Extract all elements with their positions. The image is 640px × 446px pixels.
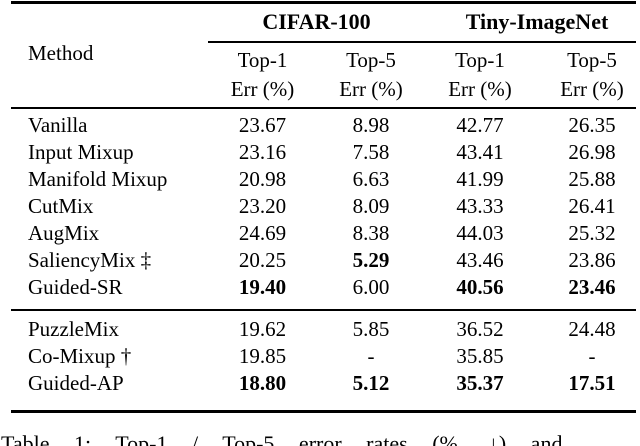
method-cell: SaliencyMix ‡ [28, 248, 152, 272]
table-row: Vanilla 23.67 8.98 42.77 26.35 [10, 112, 636, 139]
group-header-tiny-imagenet: Tiny-ImageNet [465, 9, 609, 34]
value-cell: 24.48 [568, 317, 616, 341]
value-cell: 23.16 [238, 140, 287, 164]
value-cell: 5.85 [352, 317, 390, 341]
subheader-line2: Err (%) [339, 77, 403, 101]
table-row: Co-Mixup † 19.85 - 35.85 - [10, 343, 636, 370]
table-body-block-1: Vanilla 23.67 8.98 42.77 26.35 Input Mix… [0, 112, 640, 301]
table-bottom-rule [11, 409, 636, 413]
subheader-line1: Top-5 [567, 48, 617, 72]
subheader-line1: Top-5 [346, 48, 396, 72]
value-cell: 7.58 [352, 140, 390, 164]
value-cell: 17.51 [568, 371, 616, 395]
value-cell: 18.80 [238, 371, 287, 395]
table-row: Input Mixup 23.16 7.58 43.41 26.98 [10, 139, 636, 166]
subheader-line2: Err (%) [230, 77, 295, 101]
value-cell: 19.40 [238, 275, 287, 299]
table-caption-clipped: Table 1: Top-1 / Top-5 error rates (%, ↓… [1, 431, 563, 446]
metric-header-row: Top-1 Err (%) Top-5 Err (%) Top-1 Err (%… [10, 46, 636, 104]
method-cell: Guided-AP [28, 371, 124, 395]
value-cell: 8.38 [352, 221, 390, 245]
value-cell: 23.67 [238, 113, 287, 137]
method-cell: Input Mixup [28, 140, 134, 164]
value-cell: 25.32 [568, 221, 616, 245]
method-cell: Manifold Mixup [28, 167, 168, 191]
value-cell: 20.25 [238, 248, 287, 272]
value-cell: - [588, 344, 596, 368]
method-cell: CutMix [28, 194, 94, 218]
table-row: Guided-SR 19.40 6.00 40.56 23.46 [10, 274, 636, 301]
subheader-cifar-top5: Top-5 Err (%) [317, 46, 425, 104]
value-cell: 8.09 [352, 194, 390, 218]
group-header-rule [208, 41, 636, 43]
value-cell: 43.33 [456, 194, 504, 218]
value-cell: 5.29 [352, 248, 390, 272]
method-cell: AugMix [28, 221, 100, 245]
value-cell: 8.98 [352, 113, 390, 137]
value-cell: 26.35 [568, 113, 616, 137]
value-cell: 23.86 [568, 248, 616, 272]
value-cell: - [367, 344, 375, 368]
subheader-cifar-top1: Top-1 Err (%) [208, 46, 317, 104]
subheader-spacer [10, 46, 208, 104]
subheader-line1: Top-1 [455, 48, 505, 72]
value-cell: 42.77 [456, 113, 504, 137]
subheader-tiny-top1: Top-1 Err (%) [425, 46, 535, 104]
subheader-line2: Err (%) [560, 77, 624, 101]
value-cell: 23.46 [568, 275, 616, 299]
value-cell: 26.98 [568, 140, 616, 164]
subheader-line1: Top-1 [237, 48, 288, 72]
method-cell: PuzzleMix [28, 317, 119, 341]
subheader-tiny-top5: Top-5 Err (%) [535, 46, 636, 104]
value-cell: 26.41 [568, 194, 616, 218]
value-cell: 24.69 [238, 221, 287, 245]
table-body-block-2: PuzzleMix 19.62 5.85 36.52 24.48 Co-Mixu… [0, 316, 640, 397]
method-column-header: Method [28, 41, 94, 65]
table-row: PuzzleMix 19.62 5.85 36.52 24.48 [10, 316, 636, 343]
value-cell: 35.85 [456, 344, 504, 368]
value-cell: 36.52 [456, 317, 504, 341]
value-cell: 19.62 [238, 317, 287, 341]
block-separator-rule [11, 308, 636, 311]
table-top-rule [11, 0, 636, 4]
group-header-cifar100: CIFAR-100 [262, 9, 371, 34]
value-cell: 43.41 [456, 140, 504, 164]
subheader-line2: Err (%) [448, 77, 512, 101]
method-cell: Vanilla [28, 113, 88, 137]
dataset-group-header-row: CIFAR-100 Tiny-ImageNet [10, 8, 636, 36]
value-cell: 6.63 [352, 167, 390, 191]
value-cell: 5.12 [352, 371, 390, 395]
value-cell: 25.88 [568, 167, 616, 191]
header-bottom-rule [11, 106, 636, 109]
value-cell: 44.03 [456, 221, 504, 245]
value-cell: 6.00 [352, 275, 390, 299]
value-cell: 23.20 [238, 194, 287, 218]
method-cell: Co-Mixup † [28, 344, 132, 368]
table-row: Guided-AP 18.80 5.12 35.37 17.51 [10, 370, 636, 397]
value-cell: 41.99 [456, 167, 504, 191]
table-row: SaliencyMix ‡ 20.25 5.29 43.46 23.86 [10, 247, 636, 274]
group-header-spacer [10, 8, 208, 36]
table-row: AugMix 24.69 8.38 44.03 25.32 [10, 220, 636, 247]
method-cell: Guided-SR [28, 275, 123, 299]
value-cell: 43.46 [456, 248, 504, 272]
value-cell: 40.56 [456, 275, 504, 299]
value-cell: 20.98 [238, 167, 287, 191]
value-cell: 19.85 [238, 344, 287, 368]
table-row: Manifold Mixup 20.98 6.63 41.99 25.88 [10, 166, 636, 193]
value-cell: 35.37 [456, 371, 504, 395]
table-row: CutMix 23.20 8.09 43.33 26.41 [10, 193, 636, 220]
